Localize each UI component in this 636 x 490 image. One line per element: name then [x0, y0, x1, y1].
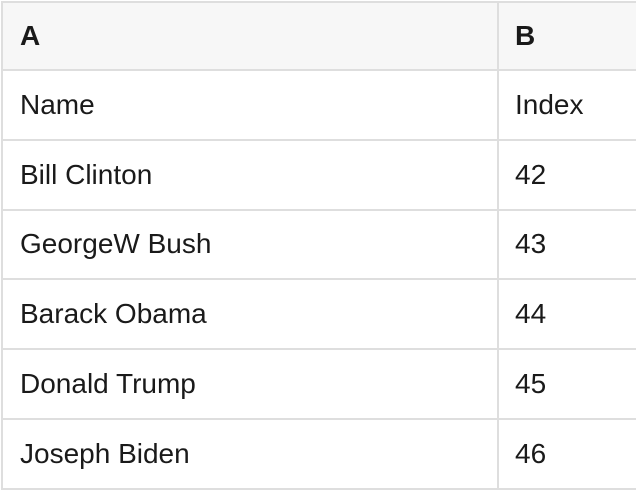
table-row: Joseph Biden 46	[3, 419, 636, 490]
table-row: Donald Trump 45	[3, 350, 636, 420]
cell-a2[interactable]: Bill Clinton	[3, 140, 499, 209]
table-row: GeorgeW Bush 43	[3, 210, 636, 281]
table-row: Name Index	[3, 71, 636, 141]
cell-a3[interactable]: GeorgeW Bush	[3, 210, 499, 279]
table-row: Bill Clinton 42	[3, 140, 636, 211]
cell-a5[interactable]: Donald Trump	[3, 350, 499, 418]
cell-b4[interactable]: 44	[515, 298, 547, 330]
cell-a4[interactable]: Barack Obama	[3, 280, 499, 349]
column-header-b[interactable]: B	[515, 20, 536, 51]
cell-a1[interactable]: Name	[3, 71, 499, 139]
cell-b5[interactable]: 45	[515, 368, 547, 400]
cell-b3[interactable]: 43	[515, 228, 547, 260]
table-row: Barack Obama 44	[3, 280, 636, 351]
cell-b1[interactable]: Index	[515, 88, 584, 120]
cell-a6[interactable]: Joseph Biden	[3, 419, 499, 488]
cell-b2[interactable]: 42	[515, 158, 547, 190]
cell-b6[interactable]: 46	[515, 437, 547, 469]
column-header-a[interactable]: A	[3, 3, 499, 69]
column-header-row: A B	[3, 3, 636, 71]
